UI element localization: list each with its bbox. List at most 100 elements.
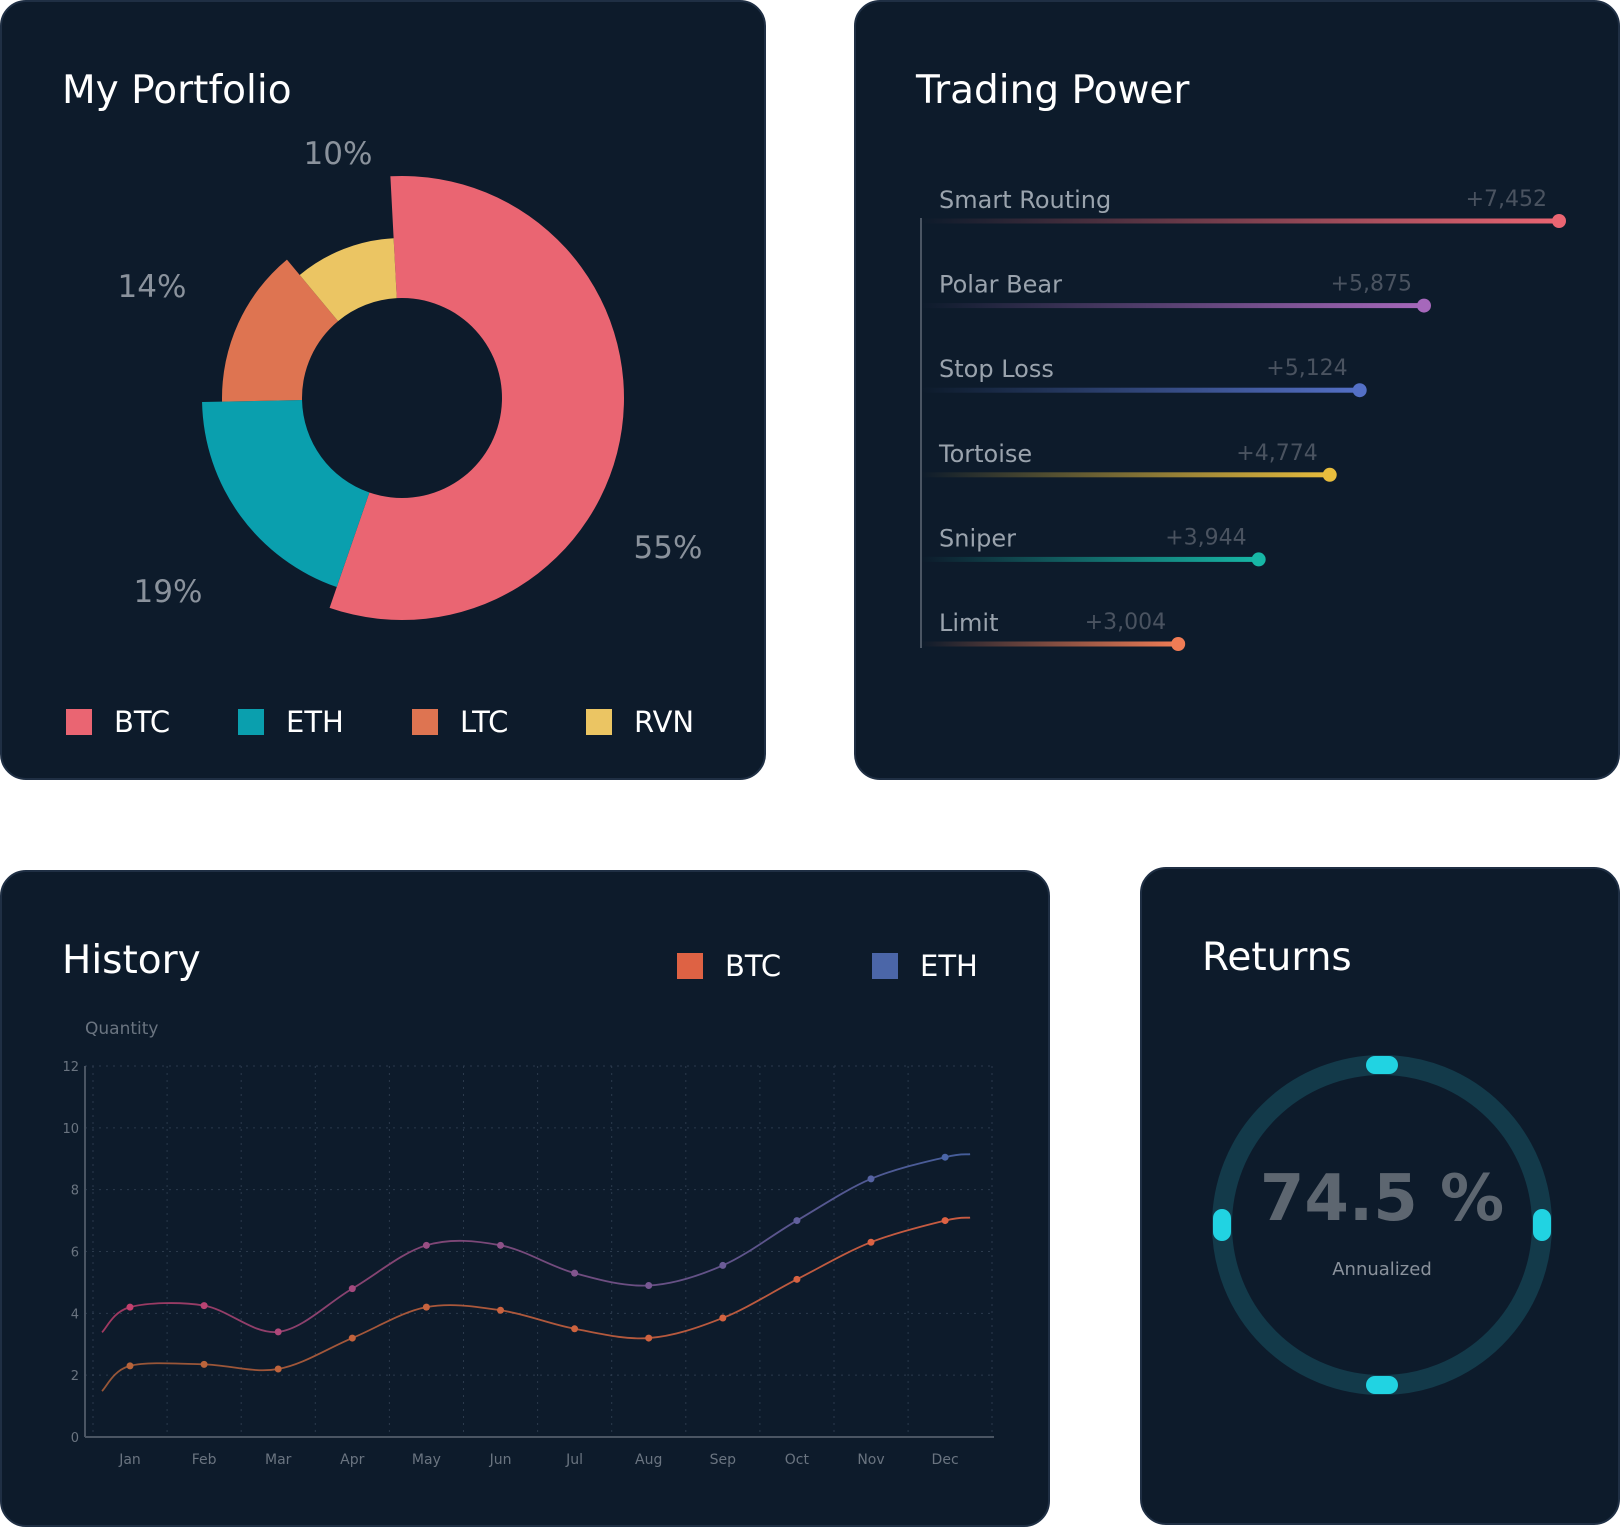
data-point-btc: [867, 1238, 875, 1246]
data-point-eth: [274, 1328, 282, 1336]
x-tick-label: Feb: [192, 1452, 217, 1468]
returns-card: Returns 74.5 % Annualized: [1140, 867, 1620, 1525]
returns-caption: Annualized: [1332, 1259, 1432, 1280]
data-point-eth: [719, 1261, 727, 1269]
x-tick-label: Oct: [785, 1452, 810, 1468]
donut-slice-rvn: [299, 238, 397, 322]
trading-power-card: Trading Power Smart Routing +7,452 Polar B…: [854, 0, 1620, 780]
returns-ring-handle[interactable]: [1366, 1056, 1398, 1074]
y-tick-label: 12: [62, 1060, 79, 1075]
trading-bar-1: [921, 303, 1424, 309]
data-point-btc: [571, 1325, 579, 1333]
y-tick-label: 8: [71, 1184, 79, 1199]
data-point-btc: [719, 1314, 727, 1322]
trading-value-label: +7,452: [1466, 187, 1547, 212]
y-tick-label: 6: [71, 1246, 79, 1261]
history-card: History BTC ETH 0 2 4 6 8 10 12 Quantity Jan Feb M…: [0, 870, 1050, 1527]
trading-value-label: +5,124: [1266, 356, 1347, 381]
data-point-btc: [793, 1275, 801, 1283]
legend-label-eth: ETH: [286, 705, 344, 739]
portfolio-title: My Portfolio: [62, 68, 292, 113]
returns-value: 74.5 %: [1260, 1162, 1504, 1236]
x-tick-label: Mar: [265, 1452, 292, 1468]
data-point-btc: [274, 1365, 282, 1373]
portfolio-card: My Portfolio 55% 19% 14% 10% BTC ETH LTC RV…: [0, 0, 766, 780]
legend-swatch-rvn: [586, 709, 612, 735]
returns-gauge: 74.5 % Annualized: [1212, 1055, 1552, 1395]
data-point-eth: [645, 1282, 653, 1290]
trading-category-label: Smart Routing: [939, 186, 1111, 214]
returns-title: Returns: [1202, 935, 1352, 980]
donut-slice-btc: [329, 176, 624, 620]
portfolio-legend-eth: ETH: [238, 705, 344, 739]
portfolio-legend-btc: BTC: [66, 705, 170, 739]
data-point-eth: [571, 1269, 579, 1277]
data-point-eth: [497, 1241, 504, 1249]
data-point-btc: [941, 1217, 949, 1225]
data-point-eth: [200, 1302, 208, 1310]
returns-ring-handle[interactable]: [1213, 1209, 1231, 1241]
history-line-chart: 0 2 4 6 8 10 12 Quantity Jan Feb Mar Apr May Jun Jul Au…: [62, 1019, 994, 1468]
data-point-eth: [941, 1153, 949, 1161]
x-tick-label: Dec: [932, 1452, 959, 1468]
donut-value-label-ltc: 14%: [118, 269, 187, 305]
x-tick-label: Jun: [489, 1452, 512, 1468]
series-line-btc: [101, 1216, 971, 1392]
y-tick-label: 4: [71, 1307, 79, 1322]
trading-bar-endpoint-2: [1352, 383, 1367, 398]
donut-slice-eth: [202, 400, 370, 588]
data-point-eth: [348, 1285, 356, 1293]
portfolio-legend-ltc: LTC: [412, 705, 508, 739]
y-tick-label: 10: [62, 1122, 79, 1137]
data-point-btc: [645, 1334, 653, 1342]
x-tick-label: Jan: [118, 1452, 141, 1468]
data-point-btc: [348, 1334, 356, 1342]
trading-value-label: +4,774: [1236, 441, 1317, 466]
history-legend-swatch-eth: [872, 953, 898, 979]
data-point-btc: [422, 1303, 430, 1311]
returns-ring-handle[interactable]: [1533, 1209, 1551, 1241]
trading-category-label: Sniper: [939, 524, 1016, 552]
trading-bar-endpoint-4: [1251, 552, 1266, 567]
trading-bar-3: [921, 472, 1330, 478]
legend-label-rvn: RVN: [634, 705, 695, 739]
trading-category-label: Limit: [939, 609, 999, 637]
series-line-eth: [101, 1153, 971, 1333]
trading-bar-endpoint-3: [1322, 467, 1337, 482]
data-point-btc: [200, 1360, 208, 1368]
history-legend-label-eth: ETH: [920, 949, 978, 983]
y-axis-label: Quantity: [85, 1019, 158, 1039]
trading-value-label: +3,944: [1165, 525, 1246, 550]
x-tick-label: Jul: [565, 1452, 583, 1468]
trading-category-label: Tortoise: [938, 440, 1032, 468]
trading-bar-2: [921, 387, 1360, 393]
data-point-btc: [126, 1362, 134, 1370]
trading-bar-0: [921, 218, 1559, 224]
history-title: History: [62, 938, 201, 983]
legend-label-ltc: LTC: [460, 705, 509, 739]
trading-category-label: Stop Loss: [939, 355, 1054, 383]
portfolio-legend-rvn: RVN: [586, 705, 694, 739]
trading-bar-endpoint-1: [1416, 298, 1431, 313]
donut-value-label-btc: 55%: [634, 530, 703, 566]
donut-value-label-eth: 19%: [134, 574, 203, 610]
data-point-eth: [422, 1241, 430, 1249]
y-tick-label: 2: [71, 1369, 79, 1384]
legend-swatch-btc: [66, 709, 92, 735]
trading-bar-5: [921, 641, 1179, 647]
history-legend-eth: ETH: [872, 949, 978, 983]
returns-ring-handle[interactable]: [1366, 1376, 1398, 1394]
x-tick-label: May: [412, 1452, 441, 1468]
donut-slice-ltc: [222, 259, 339, 402]
portfolio-donut-chart: 55% 19% 14% 10%: [118, 136, 703, 620]
trading-power-chart: Smart Routing +7,452 Polar Bear +5,875 Stop …: [920, 186, 1566, 651]
trading-value-label: +3,004: [1085, 610, 1166, 635]
legend-swatch-ltc: [412, 709, 438, 735]
data-point-eth: [126, 1303, 134, 1311]
history-legend-label-btc: BTC: [725, 949, 782, 983]
trading-power-title: Trading Power: [916, 68, 1190, 113]
history-legend-swatch-btc: [677, 953, 703, 979]
data-point-eth: [867, 1175, 875, 1183]
x-tick-label: Apr: [340, 1452, 364, 1468]
x-tick-label: Aug: [635, 1452, 662, 1468]
